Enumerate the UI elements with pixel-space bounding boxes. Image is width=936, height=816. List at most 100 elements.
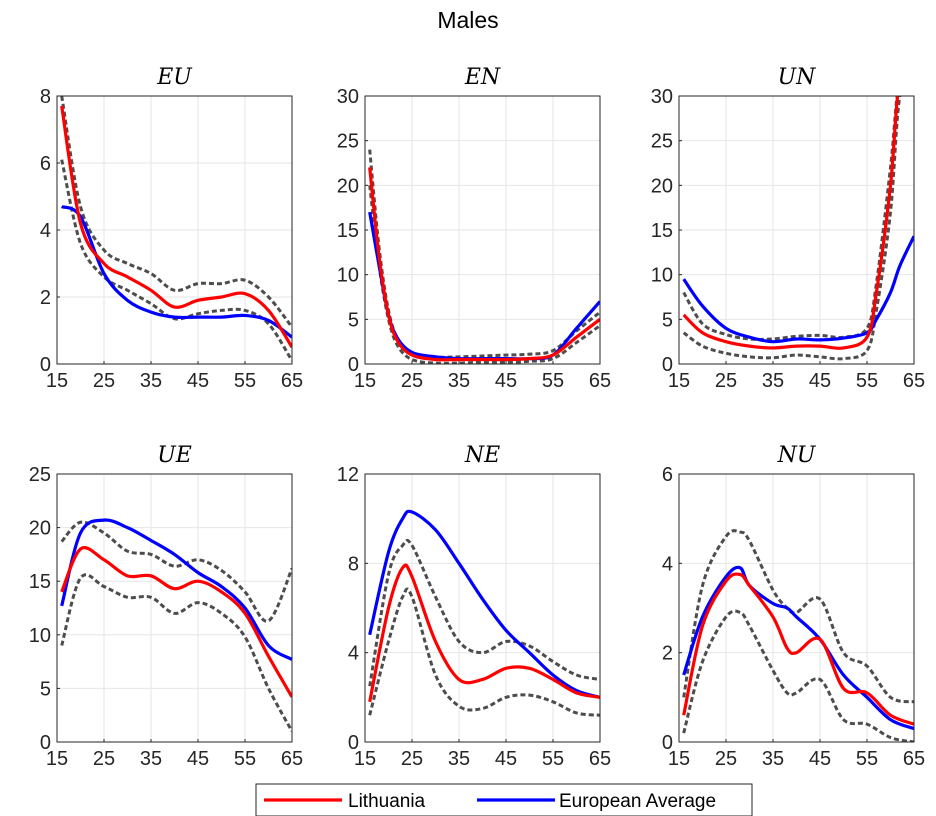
x-tick-label: 15: [668, 748, 690, 770]
x-tick-label: 55: [542, 370, 564, 392]
x-tick-label: 35: [140, 370, 162, 392]
x-tick-label: 55: [234, 370, 256, 392]
y-tick-label: 2: [662, 643, 673, 665]
y-tick-label: 0: [348, 732, 359, 754]
legend-label: European Average: [559, 791, 716, 812]
axes-box: [56, 473, 293, 743]
x-tick-label: 15: [354, 370, 376, 392]
x-tick-label: 55: [856, 748, 878, 770]
subplot-un: 15 25 35 45 55 65 0 5 10 15 20 25 30 UN: [651, 65, 925, 392]
x-tick-label: 45: [495, 370, 517, 392]
y-tick-label: 20: [337, 175, 359, 197]
x-tick-label: 25: [715, 370, 737, 392]
series-line-bound: [60, 159, 292, 362]
y-tick-label: 10: [337, 265, 359, 287]
series-line-lithuania: [60, 546, 292, 698]
x-tick-label: 35: [448, 370, 470, 392]
x-tick-label: 35: [762, 748, 784, 770]
series-line-lithuania: [60, 105, 292, 349]
y-tick-label: 0: [348, 354, 359, 376]
subplot-title: NE: [464, 443, 500, 468]
x-tick-label: 65: [903, 370, 925, 392]
x-tick-label: 35: [140, 748, 162, 770]
series-group: [682, 529, 914, 742]
subplot-nu: 15 25 35 45 55 65 0 2 4 6 NU: [662, 443, 925, 770]
x-tick-label: 65: [281, 748, 303, 770]
x-tick-label: 55: [856, 370, 878, 392]
series-line-lithuania: [682, 572, 914, 726]
y-tick-label: 30: [337, 86, 359, 108]
series-line-bound: [368, 587, 600, 717]
y-tick-label: 10: [29, 625, 51, 647]
x-tick-label: 15: [46, 370, 68, 392]
y-tick-label: 0: [662, 354, 673, 376]
y-tick-label: 25: [29, 464, 51, 486]
y-tick-label: 0: [40, 354, 51, 376]
subplot-title: UN: [778, 65, 817, 90]
y-tick-label: 12: [337, 464, 359, 486]
x-tick-label: 55: [542, 748, 564, 770]
series-line-bound: [682, 96, 902, 361]
legend-label: Lithuania: [348, 791, 426, 812]
series-line-lithuania: [368, 167, 600, 362]
x-tick-label: 55: [234, 748, 256, 770]
y-tick-label: 15: [29, 571, 51, 593]
y-tick-label: 4: [348, 643, 359, 665]
y-tick-label: 25: [651, 131, 673, 153]
series-line-bound: [682, 609, 914, 742]
x-tick-label: 25: [715, 748, 737, 770]
y-tick-label: 20: [651, 175, 673, 197]
figure-title: Males: [437, 7, 498, 33]
x-tick-label: 65: [589, 370, 611, 392]
axes-box: [364, 473, 601, 743]
y-tick-label: 6: [40, 153, 51, 175]
x-tick-label: 35: [448, 748, 470, 770]
y-tick-label: 15: [651, 220, 673, 242]
y-tick-label: 4: [40, 220, 51, 242]
x-tick-label: 25: [93, 748, 115, 770]
x-tick-label: 45: [809, 370, 831, 392]
series-line-european-average: [682, 565, 914, 731]
series-line-european-average: [368, 509, 600, 699]
y-tick-label: 5: [348, 309, 359, 331]
series-line-bound: [60, 520, 292, 623]
x-tick-label: 65: [589, 748, 611, 770]
series-line-bound: [368, 149, 600, 359]
series-group: [60, 96, 292, 362]
x-tick-label: 45: [187, 748, 209, 770]
y-tick-label: 15: [337, 220, 359, 242]
series-line-european-average: [60, 518, 292, 661]
x-tick-label: 25: [401, 748, 423, 770]
series-line-bound: [60, 96, 292, 329]
series-line-lithuania: [682, 96, 900, 350]
series-group: [368, 149, 600, 364]
series-line-lithuania: [368, 563, 600, 703]
legend: Lithuania European Average: [255, 783, 753, 816]
plot-area: [57, 474, 292, 742]
series-line-bound: [368, 538, 600, 687]
x-tick-label: 15: [668, 370, 690, 392]
plot-area: [365, 474, 600, 742]
subplot-title: NU: [777, 443, 817, 468]
series-group: [60, 518, 292, 733]
y-tick-label: 4: [662, 553, 673, 575]
series-line-european-average: [682, 235, 914, 344]
y-tick-label: 8: [348, 553, 359, 575]
series-group: [368, 509, 600, 717]
subplot-ne: 15 25 35 45 55 65 0 4 8 12 NE: [337, 443, 611, 770]
subplot-title: EU: [156, 65, 193, 90]
x-tick-label: 15: [46, 748, 68, 770]
x-tick-label: 45: [809, 748, 831, 770]
series-group: [682, 96, 914, 361]
x-tick-label: 65: [903, 748, 925, 770]
series-line-bound: [60, 573, 292, 733]
subplot-title: EN: [464, 65, 501, 90]
y-tick-label: 2: [40, 287, 51, 309]
y-tick-label: 10: [651, 265, 673, 287]
y-tick-label: 5: [40, 678, 51, 700]
y-tick-label: 20: [29, 518, 51, 540]
x-tick-label: 45: [495, 748, 517, 770]
x-tick-label: 35: [762, 370, 784, 392]
subplot-eu: 15 25 35 45 55 65 0 2 4 6 8 EU: [40, 65, 303, 392]
